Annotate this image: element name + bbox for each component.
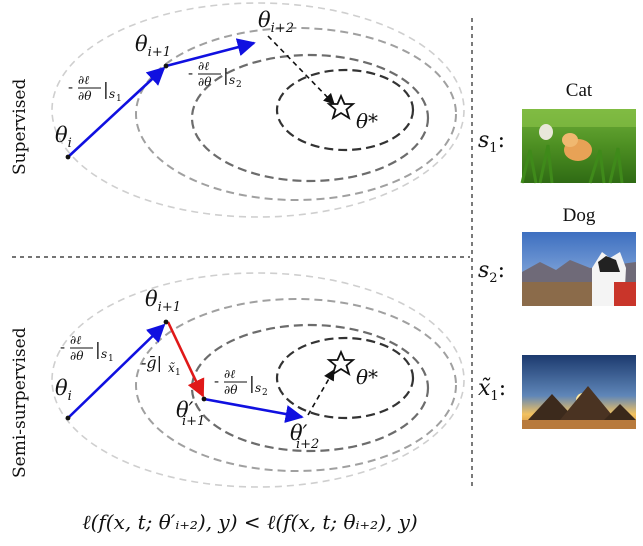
svg-text:s: s	[229, 73, 235, 87]
label-theta-i1: θi+1	[145, 287, 181, 315]
grad-step-2-arrow	[165, 38, 256, 68]
svg-text:-: -	[68, 78, 73, 96]
grad-label-s2: - ∂ℓ ∂θ | s 2	[188, 59, 242, 90]
svg-text:s: s	[109, 87, 115, 101]
svg-text:|: |	[223, 66, 229, 86]
point-theta-i1	[163, 63, 169, 69]
label-theta-i: θi	[55, 376, 72, 404]
semi-supervised-panel: Semi-surpervised θi θi+1 θ′i+1 θ′i+2 θ* …	[10, 272, 465, 488]
caption-cat: Cat	[565, 80, 593, 101]
sample-label-x1: x̃1:	[478, 376, 506, 404]
svg-text:∂ℓ: ∂ℓ	[224, 367, 235, 381]
svg-text:|: |	[103, 80, 109, 100]
contour-outer	[51, 272, 465, 488]
svg-text:1: 1	[108, 354, 114, 364]
point-theta-i	[65, 154, 71, 160]
label-theta-prime-i2: θ′i+2	[290, 421, 319, 452]
grad-step-1-arrow	[67, 323, 166, 419]
label-theta-star: θ*	[356, 365, 378, 389]
label-theta-i1: θi+1	[135, 32, 171, 60]
svg-text:2: 2	[262, 388, 268, 398]
sample-label-s2: s2:	[478, 258, 505, 286]
svg-text:x̃: x̃	[168, 361, 175, 375]
svg-text:∂ℓ: ∂ℓ	[198, 59, 209, 73]
contour-inner	[190, 323, 430, 453]
caption-dog: Dog	[562, 205, 596, 226]
cat-image	[520, 109, 636, 184]
contour-inner	[190, 53, 430, 183]
grad-label-g: -ḡ| x̃ 1	[141, 353, 181, 378]
svg-text:∂θ: ∂θ	[78, 89, 92, 103]
optimum-star-icon	[326, 349, 356, 377]
contour-mid	[135, 27, 457, 201]
optimum-star-icon	[326, 93, 356, 121]
supervised-panel: Supervised θi θi+1 θi+2 θ* - ∂ℓ ∂θ | s 1…	[10, 2, 465, 218]
svg-text:|: |	[95, 340, 101, 360]
contour-outer	[51, 2, 465, 218]
contour-mid	[135, 298, 457, 472]
grad-label-s2: - ∂ℓ ∂θ | s 2	[214, 367, 268, 398]
svg-text:∂θ: ∂θ	[70, 349, 84, 363]
grad-step-1-arrow	[67, 66, 166, 158]
grad-label-s1: - ∂ℓ ∂θ | s 1	[68, 73, 122, 104]
svg-text:∂ℓ: ∂ℓ	[78, 73, 89, 87]
dog-image	[522, 232, 636, 306]
label-theta-star: θ*	[356, 109, 378, 133]
svg-text:-: -	[214, 372, 219, 390]
label-theta-i2: θi+2	[258, 8, 294, 36]
svg-text:∂ℓ: ∂ℓ	[70, 333, 81, 347]
svg-text:-: -	[188, 64, 193, 82]
supervised-title: Supervised	[10, 79, 30, 175]
to-optimum-arrow	[307, 369, 335, 416]
point-theta-i1	[163, 319, 169, 325]
svg-text:∂θ: ∂θ	[224, 383, 238, 397]
point-theta-prime-i1	[201, 396, 207, 402]
svg-text:-: -	[60, 338, 65, 356]
svg-text:1: 1	[116, 94, 122, 104]
bottom-formula: ℓ(f(x, t; θ′ᵢ₊₂), y) < ℓ(f(x, t; θᵢ₊₂), …	[82, 510, 418, 534]
contour-core	[275, 68, 415, 152]
point-theta-i	[65, 415, 71, 421]
label-theta-i: θi	[55, 123, 72, 151]
svg-text:-ḡ|: -ḡ|	[141, 353, 162, 372]
to-optimum-arrow	[267, 35, 335, 105]
svg-text:|: |	[249, 374, 255, 394]
svg-text:s: s	[255, 381, 261, 395]
grad-step-2-arrow	[203, 397, 304, 423]
svg-text:2: 2	[236, 80, 242, 90]
semi-supervised-title: Semi-surpervised	[10, 327, 30, 478]
sample-labels: s1: s2: x̃1:	[478, 128, 506, 404]
contour-core	[275, 336, 415, 420]
unlabeled-grad-arrow	[166, 321, 205, 398]
svg-text:∂θ: ∂θ	[198, 75, 212, 89]
svg-text:s: s	[101, 347, 107, 361]
pyramids-image	[522, 355, 636, 429]
label-theta-prime-i1: θ′i+1	[176, 398, 205, 429]
sample-label-s1: s1:	[478, 128, 505, 156]
grad-label-s1: - ∂ℓ ∂θ | s 1	[60, 333, 114, 364]
svg-text:1: 1	[175, 368, 181, 378]
